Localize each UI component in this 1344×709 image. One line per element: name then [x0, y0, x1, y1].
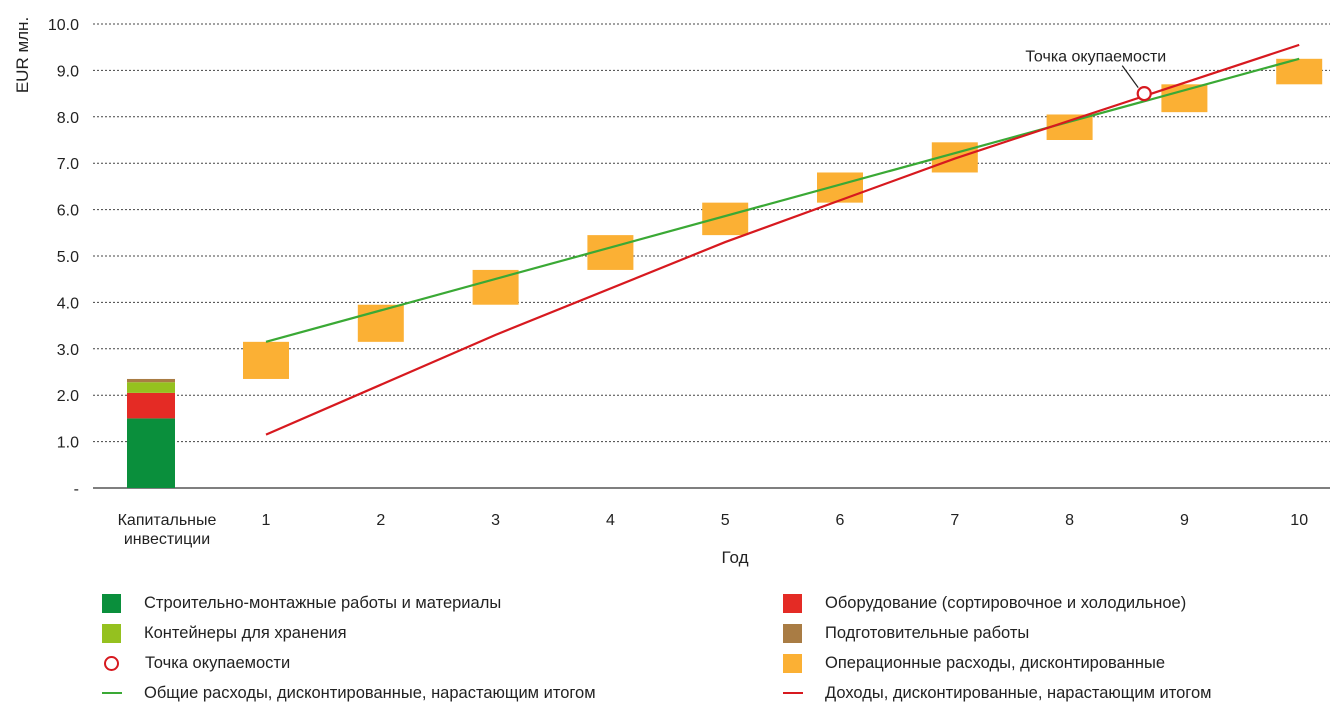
x-axis-label-group: Год: [721, 548, 748, 567]
y-tick-label: 4.0: [57, 295, 79, 312]
x-tick-label: 9: [1180, 512, 1189, 529]
x-tick-label: Капитальные: [118, 512, 217, 529]
breakeven-point: [1136, 85, 1152, 102]
cumulative-lines: [265, 43, 1300, 436]
series-line: [265, 43, 1300, 436]
series-line: [265, 57, 1300, 343]
y-tick-label: 5.0: [57, 249, 79, 266]
operating-cost-box: [243, 341, 289, 379]
x-tick-label: 2: [376, 512, 385, 529]
y-axis-label: EUR млн.: [13, 17, 32, 93]
x-tick-label: 10: [1290, 512, 1308, 529]
y-tick-labels: - 1.0 2.0 3.0 4.0 5.0 6.0 7.0 8.0 9.0 10.0: [48, 17, 79, 498]
x-tick-label: 3: [491, 512, 500, 529]
x-tick-label: 7: [950, 512, 959, 529]
y-tick-label: 1.0: [57, 435, 79, 452]
gridlines: [93, 23, 1330, 489]
x-axis-label: Год: [721, 548, 748, 567]
x-tick-label: 8: [1065, 512, 1074, 529]
breakeven-leader: [1121, 65, 1139, 88]
y-tick-label: 9.0: [57, 63, 79, 80]
capital-stack-segment: [127, 392, 175, 419]
breakeven-marker-group: Точка окупаемости: [1025, 49, 1166, 102]
x-tick-label: 1: [262, 512, 271, 529]
x-tick-label: 6: [836, 512, 845, 529]
capital-investment-bar: [127, 378, 175, 488]
breakeven-label: Точка окупаемости: [1025, 49, 1166, 66]
y-axis-label-group: EUR млн.: [13, 17, 32, 93]
operating-cost-box: [702, 202, 749, 236]
operating-cost-boxes: [243, 58, 1323, 379]
x-tick-label: 4: [606, 512, 615, 529]
x-tick-labels: Капитальные инвестиции 1 2 3 4 5 6 7 8 9 10: [118, 512, 1309, 548]
y-tick-label: 7.0: [57, 156, 79, 173]
y-tick-label: 2.0: [57, 388, 79, 405]
x-tick-label: 5: [721, 512, 730, 529]
capital-stack-segment: [127, 382, 175, 393]
capital-stack-segment: [127, 378, 175, 383]
y-tick-label: 8.0: [57, 110, 79, 127]
y-tick-label: -: [74, 481, 79, 498]
operating-cost-box: [1046, 114, 1093, 140]
operating-cost-box: [817, 172, 863, 203]
y-tick-label: 6.0: [57, 203, 79, 220]
capital-stack-segment: [127, 418, 175, 488]
x-tick-label: инвестиции: [124, 531, 210, 548]
y-tick-label: 10.0: [48, 17, 79, 34]
y-tick-label: 3.0: [57, 342, 79, 359]
